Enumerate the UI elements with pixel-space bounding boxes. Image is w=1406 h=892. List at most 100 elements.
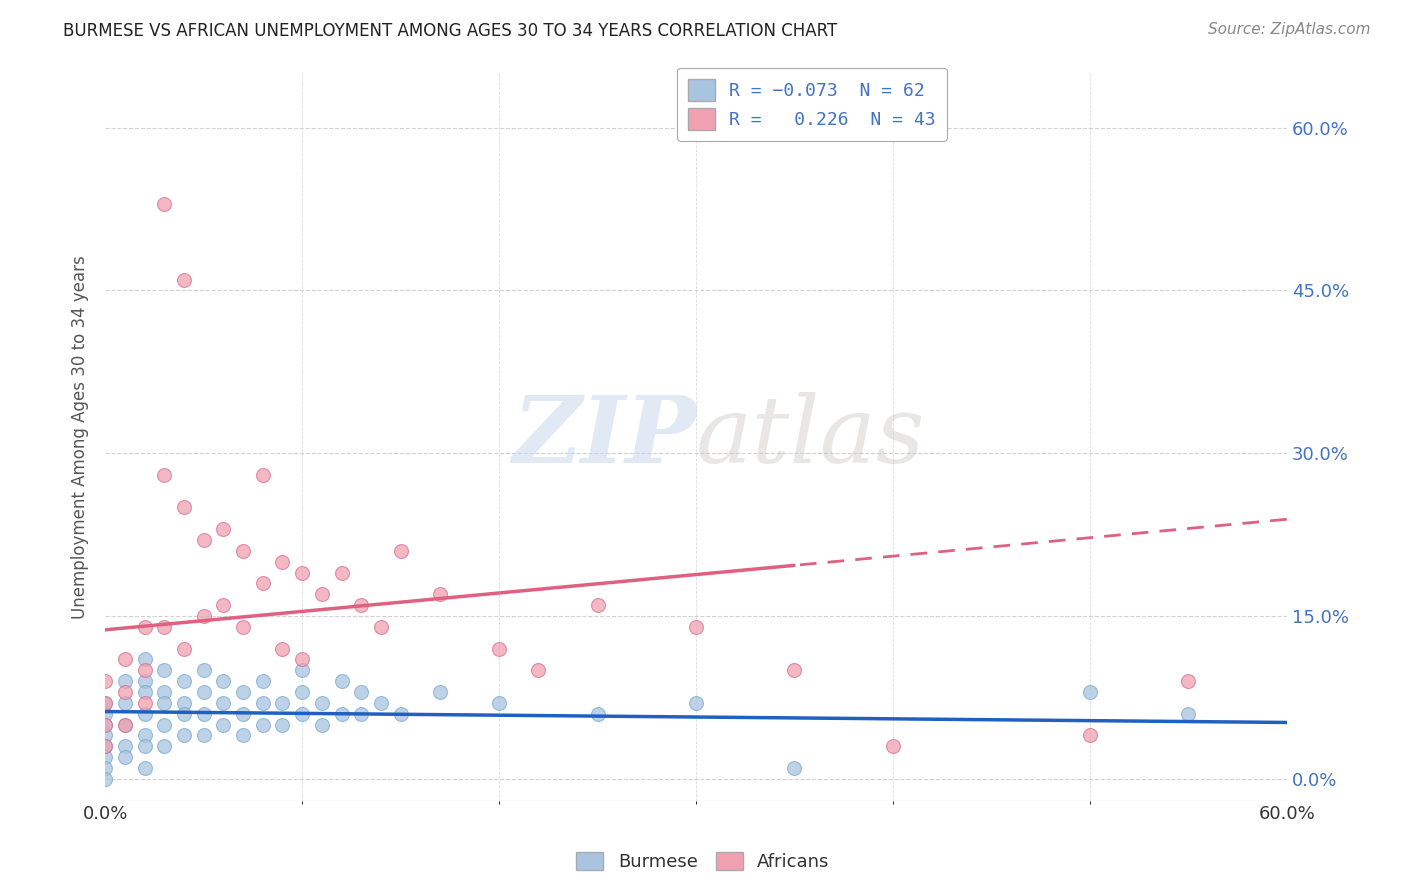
Point: [114, 750, 136, 764]
Point: [134, 761, 156, 775]
Point: [311, 696, 333, 710]
Point: [134, 620, 156, 634]
Point: [134, 652, 156, 666]
Point: [153, 467, 176, 482]
Point: [173, 272, 195, 286]
Point: [173, 706, 195, 721]
Point: [193, 533, 215, 547]
Point: [94, 750, 117, 764]
Point: [193, 729, 215, 743]
Point: [134, 685, 156, 699]
Point: [94, 696, 117, 710]
Point: [291, 685, 314, 699]
Point: [94, 739, 117, 754]
Point: [252, 674, 274, 689]
Point: [291, 664, 314, 678]
Point: [311, 587, 333, 601]
Point: [252, 467, 274, 482]
Point: [232, 706, 254, 721]
Point: [429, 587, 451, 601]
Point: [1177, 706, 1199, 721]
Point: [153, 664, 176, 678]
Point: [114, 696, 136, 710]
Point: [586, 706, 609, 721]
Point: [429, 685, 451, 699]
Point: [488, 696, 510, 710]
Point: [389, 706, 412, 721]
Point: [134, 739, 156, 754]
Point: [1078, 685, 1101, 699]
Point: [94, 739, 117, 754]
Point: [134, 706, 156, 721]
Point: [94, 706, 117, 721]
Point: [114, 739, 136, 754]
Point: [134, 664, 156, 678]
Point: [153, 685, 176, 699]
Point: [173, 641, 195, 656]
Point: [882, 739, 904, 754]
Point: [134, 729, 156, 743]
Point: [193, 685, 215, 699]
Point: [173, 729, 195, 743]
Point: [271, 696, 294, 710]
Point: [173, 674, 195, 689]
Point: [134, 696, 156, 710]
Point: [252, 576, 274, 591]
Point: [94, 696, 117, 710]
Point: [94, 674, 117, 689]
Point: [114, 685, 136, 699]
Point: [291, 652, 314, 666]
Point: [94, 717, 117, 731]
Point: [94, 761, 117, 775]
Point: [114, 717, 136, 731]
Point: [252, 696, 274, 710]
Point: [232, 544, 254, 558]
Legend: Burmese, Africans: Burmese, Africans: [569, 845, 837, 879]
Point: [94, 717, 117, 731]
Point: [114, 717, 136, 731]
Point: [173, 500, 195, 515]
Point: [193, 609, 215, 624]
Point: [783, 761, 806, 775]
Point: [586, 598, 609, 612]
Text: BURMESE VS AFRICAN UNEMPLOYMENT AMONG AGES 30 TO 34 YEARS CORRELATION CHART: BURMESE VS AFRICAN UNEMPLOYMENT AMONG AG…: [63, 22, 838, 40]
Point: [271, 555, 294, 569]
Point: [212, 598, 235, 612]
Point: [291, 706, 314, 721]
Point: [271, 717, 294, 731]
Point: [114, 652, 136, 666]
Point: [94, 729, 117, 743]
Point: [291, 566, 314, 580]
Point: [212, 674, 235, 689]
Text: atlas: atlas: [696, 392, 925, 482]
Point: [193, 664, 215, 678]
Point: [370, 696, 392, 710]
Point: [232, 620, 254, 634]
Point: [173, 696, 195, 710]
Point: [783, 664, 806, 678]
Point: [271, 641, 294, 656]
Point: [350, 598, 373, 612]
Point: [193, 706, 215, 721]
Point: [114, 674, 136, 689]
Text: Source: ZipAtlas.com: Source: ZipAtlas.com: [1208, 22, 1371, 37]
Point: [1177, 674, 1199, 689]
Legend: R = −0.073  N = 62, R =   0.226  N = 43: R = −0.073 N = 62, R = 0.226 N = 43: [678, 68, 948, 141]
Point: [330, 566, 353, 580]
Point: [153, 620, 176, 634]
Point: [252, 717, 274, 731]
Point: [212, 717, 235, 731]
Point: [330, 706, 353, 721]
Point: [685, 620, 707, 634]
Y-axis label: Unemployment Among Ages 30 to 34 years: Unemployment Among Ages 30 to 34 years: [72, 255, 89, 619]
Point: [311, 717, 333, 731]
Point: [153, 196, 176, 211]
Point: [94, 772, 117, 786]
Point: [212, 696, 235, 710]
Point: [212, 522, 235, 536]
Point: [350, 706, 373, 721]
Point: [1078, 729, 1101, 743]
Point: [232, 685, 254, 699]
Point: [389, 544, 412, 558]
Point: [134, 674, 156, 689]
